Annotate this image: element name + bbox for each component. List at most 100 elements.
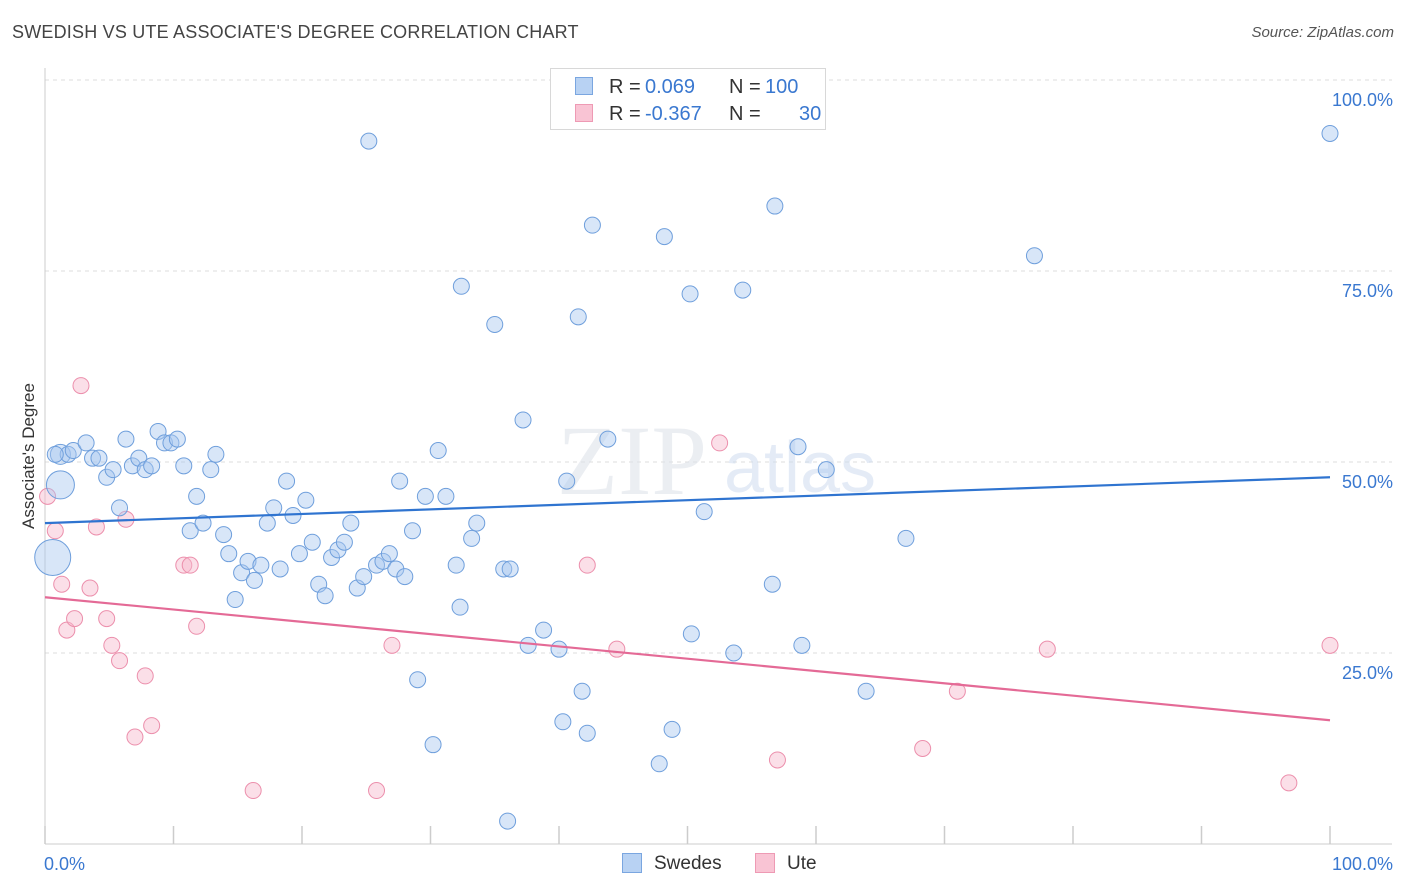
swedes-point — [226, 591, 244, 609]
ute-point — [81, 579, 99, 597]
swedes-point — [380, 545, 398, 563]
swedes-point — [202, 461, 220, 479]
swedes-point — [84, 449, 102, 467]
ute-point — [914, 740, 932, 757]
ute-point — [1280, 774, 1298, 792]
swedes-point — [501, 560, 519, 578]
ute-point — [103, 636, 121, 654]
swedes-point — [90, 449, 108, 467]
swedes-point — [468, 514, 486, 532]
swedes-point — [181, 522, 199, 540]
swedes-point — [215, 526, 233, 544]
swedes-trend-line — [44, 476, 1331, 525]
legend-n-value: 30 — [799, 103, 822, 125]
swedes-point — [452, 277, 470, 295]
swedes-point — [793, 636, 811, 654]
swedes-point — [789, 438, 807, 456]
swedes-point — [239, 552, 257, 570]
swedes-point — [766, 197, 784, 215]
swedes-point — [463, 529, 481, 547]
y-tick-label: 100.0% — [1332, 90, 1393, 110]
ute-point — [136, 667, 154, 685]
swedes-point — [519, 636, 537, 654]
ute-point — [578, 556, 596, 574]
ute-point — [143, 717, 161, 735]
ute-point — [608, 640, 626, 658]
swedes-point — [111, 499, 129, 517]
swedes-point — [265, 499, 283, 517]
y-tick-label: 50.0% — [1342, 472, 1393, 492]
ute-point — [181, 556, 199, 574]
swedes-point — [360, 132, 378, 150]
swedes-point — [554, 713, 572, 731]
ute-point — [39, 487, 57, 505]
legend-n-label: N = — [729, 103, 761, 125]
swedes-point — [252, 556, 270, 574]
y-axis-title: Associate's Degree — [19, 383, 38, 529]
swedes-point — [573, 682, 591, 700]
swedes-point — [655, 228, 673, 246]
swedes-point — [451, 598, 469, 616]
swedes-point — [34, 539, 72, 576]
swedes-point — [77, 434, 95, 452]
ute-point — [53, 575, 71, 593]
ute-trend-line — [44, 596, 1331, 722]
swedes-point — [156, 434, 174, 452]
swedes-point — [857, 682, 875, 700]
swedes-point — [550, 640, 568, 658]
axis-layer — [44, 68, 1392, 845]
ute-point — [244, 782, 262, 800]
legend-r-label: R = — [609, 103, 641, 125]
swedes-point — [558, 472, 576, 490]
swedes-point — [194, 514, 212, 532]
ute-point — [1038, 640, 1056, 658]
ute-point — [768, 751, 786, 769]
swedes-point — [416, 487, 434, 505]
swedes-point — [188, 487, 206, 505]
ute-point — [383, 636, 401, 654]
watermark-zip: ZIP — [557, 405, 707, 516]
swedes-point — [290, 545, 308, 563]
legend: R = 0.069 N = 100 R = -0.367 N = 30 — [550, 68, 826, 130]
swedes-point — [404, 522, 422, 540]
swedes-point — [175, 457, 193, 475]
swedes-point — [355, 568, 373, 586]
swedes-point — [303, 533, 321, 551]
swedes-point — [46, 445, 64, 463]
swedes-point — [599, 430, 617, 448]
ute-point — [87, 518, 105, 536]
swedes-point — [663, 720, 681, 738]
swedes-point — [817, 461, 835, 479]
swedes-point — [897, 529, 915, 547]
x-tick-label: 100.0% — [1332, 854, 1393, 874]
swedes-point — [207, 445, 225, 463]
swedes-points — [34, 124, 1339, 830]
chart-title: SWEDISH VS UTE ASSOCIATE'S DEGREE CORREL… — [12, 22, 579, 42]
swedes-point — [514, 411, 532, 429]
swedes-point — [447, 556, 465, 574]
swedes-point — [168, 430, 186, 448]
x-tick-label: 0.0% — [44, 854, 85, 874]
swedes-point — [117, 430, 135, 448]
legend-r-label: R = — [609, 76, 641, 98]
ute-point — [948, 682, 966, 700]
swedes-point — [316, 587, 334, 605]
bottom-legend-label-ute: Ute — [787, 853, 817, 874]
swedes-point — [725, 644, 743, 662]
ute-point — [175, 556, 193, 574]
ute-point — [188, 617, 206, 635]
swedes-point — [681, 285, 699, 303]
legend-swatch-swedes — [575, 77, 593, 95]
swedes-point — [391, 472, 409, 490]
bottom-legend-swatch-ute — [755, 853, 775, 873]
swedes-point — [583, 216, 601, 234]
swedes-point — [271, 560, 289, 578]
ute-point — [98, 610, 116, 628]
legend-n-value: 100 — [765, 76, 799, 98]
swedes-point — [342, 514, 360, 532]
swedes-point — [650, 755, 668, 773]
swedes-point — [734, 281, 752, 299]
ute-point — [126, 728, 144, 746]
swedes-point — [424, 736, 442, 754]
